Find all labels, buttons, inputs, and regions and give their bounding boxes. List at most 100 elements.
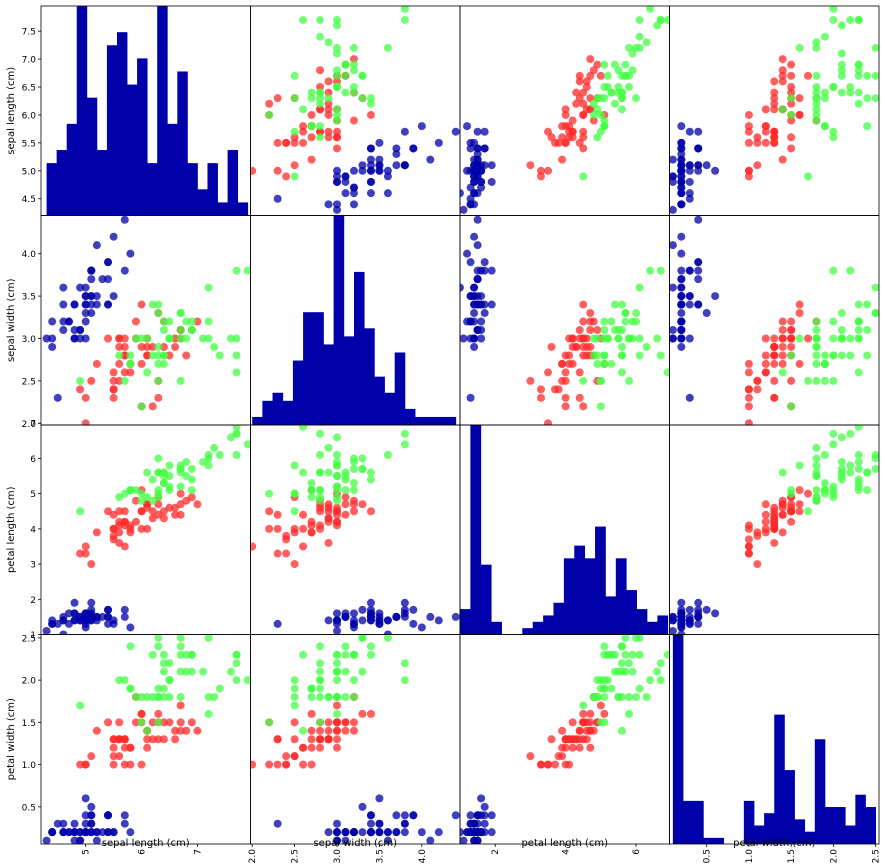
scatter-point xyxy=(299,650,308,659)
scatter-point xyxy=(316,718,325,727)
scatter-point xyxy=(846,429,855,438)
scatter-point xyxy=(770,521,779,530)
scatter-point xyxy=(744,521,753,530)
scatter-point xyxy=(187,718,196,727)
histogram-bar xyxy=(764,813,775,844)
scatter-point xyxy=(333,503,342,512)
y-axis-label: sepal width (cm) xyxy=(6,278,17,362)
scatter-point xyxy=(273,138,282,147)
scatter-point xyxy=(744,419,753,425)
scatter-point xyxy=(795,461,804,470)
scatter-point xyxy=(187,317,196,326)
scatter-point xyxy=(307,735,316,744)
scatter-point xyxy=(349,183,358,192)
histogram-bar xyxy=(86,97,98,216)
scatter-point xyxy=(477,161,486,170)
scatter-point xyxy=(324,514,333,523)
scatter-point xyxy=(480,144,489,153)
scatter-point xyxy=(551,385,560,394)
scatter-point xyxy=(341,667,350,676)
scatter-point xyxy=(392,150,401,159)
scatter-point xyxy=(778,66,787,75)
scatter-point xyxy=(854,326,863,335)
scatter-point xyxy=(600,709,609,718)
scatter-point xyxy=(87,819,96,828)
scatter-point xyxy=(171,334,180,343)
scatter-point xyxy=(375,166,384,175)
scatter-point xyxy=(232,650,241,659)
scatter-point xyxy=(677,150,686,159)
scatter-point xyxy=(358,71,367,80)
scatter-point xyxy=(81,542,90,551)
scatter-point xyxy=(787,144,796,153)
scatter-point xyxy=(812,342,821,351)
scatter-point xyxy=(579,376,588,385)
scatter-point xyxy=(551,138,560,147)
scatter-point xyxy=(307,693,316,702)
scatter-point xyxy=(596,71,605,80)
histogram-bar xyxy=(157,6,168,216)
scatter-point xyxy=(477,166,486,175)
scatter-point xyxy=(694,144,703,153)
scatter-point xyxy=(547,735,556,744)
x-tick-label: 6 xyxy=(138,849,148,855)
scatter-point xyxy=(307,133,316,142)
scatter-point xyxy=(593,326,602,335)
histogram-bar xyxy=(563,558,575,635)
scatter-point xyxy=(761,138,770,147)
scatter-point xyxy=(628,317,637,326)
scatter-point xyxy=(778,503,787,512)
scatter-point xyxy=(804,376,813,385)
scatter-point xyxy=(744,166,753,175)
scatter-point xyxy=(434,138,443,147)
scatter-point xyxy=(812,94,821,103)
scatter-point xyxy=(677,266,686,275)
scatter-point xyxy=(307,155,316,164)
scatter-point xyxy=(375,138,384,147)
scatter-point xyxy=(677,200,686,209)
scatter-point xyxy=(770,503,779,512)
scatter-point xyxy=(131,718,140,727)
scatter-point xyxy=(778,326,787,335)
scatter-point xyxy=(333,49,342,58)
scatter-point xyxy=(470,309,479,318)
scatter-point xyxy=(349,83,358,92)
scatter-point xyxy=(232,429,241,438)
scatter-point xyxy=(795,500,804,509)
scatter-point xyxy=(586,342,595,351)
scatter-point xyxy=(617,300,626,309)
scatter-point xyxy=(642,342,651,351)
y-tick-label: 3.5 xyxy=(22,293,36,303)
scatter-point xyxy=(487,161,496,170)
scatter-point xyxy=(215,684,224,693)
scatter-point xyxy=(182,726,191,735)
scatter-point xyxy=(656,676,665,685)
scatter-point xyxy=(316,659,325,668)
scatter-point xyxy=(753,385,762,394)
scatter-point xyxy=(154,489,163,498)
scatter-point xyxy=(333,486,342,495)
scatter-point xyxy=(137,402,146,411)
histogram-bar xyxy=(394,352,406,425)
scatter-point xyxy=(582,105,591,114)
scatter-point xyxy=(863,486,872,495)
scatter-point xyxy=(685,166,694,175)
scatter-point xyxy=(470,836,479,844)
histogram-bar xyxy=(282,400,294,425)
scatter-point xyxy=(460,205,468,214)
histogram-bar xyxy=(217,202,228,216)
subplot-1-0 xyxy=(40,215,251,426)
histogram-bar xyxy=(543,615,554,635)
scatter-point xyxy=(770,351,779,360)
scatter-point xyxy=(290,71,299,80)
scatter-point xyxy=(193,726,202,735)
scatter-point xyxy=(290,560,299,569)
scatter-point xyxy=(120,521,129,530)
scatter-point xyxy=(290,161,299,170)
scatter-point xyxy=(829,317,838,326)
scatter-point xyxy=(820,32,829,41)
scatter-point xyxy=(154,393,163,402)
scatter-point xyxy=(610,99,619,108)
scatter-point xyxy=(126,359,135,368)
